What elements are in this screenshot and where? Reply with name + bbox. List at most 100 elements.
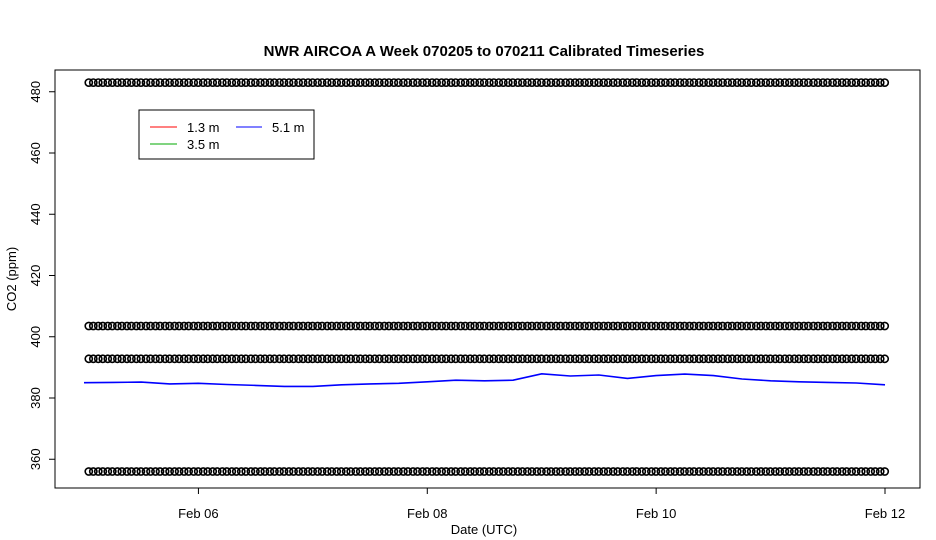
reference-point: [556, 467, 565, 476]
reference-point: [117, 78, 127, 87]
reference-point: [174, 467, 184, 476]
reference-point: [317, 467, 327, 476]
reference-point: [384, 78, 394, 87]
reference-point: [508, 321, 518, 331]
reference-point: [751, 354, 761, 364]
reference-point: [589, 321, 599, 331]
reference-point: [398, 467, 408, 476]
reference-point: [103, 467, 113, 476]
reference-point: [165, 78, 174, 87]
reference-point: [393, 321, 403, 331]
reference-point: [446, 467, 456, 476]
reference-point: [470, 354, 480, 364]
reference-point: [389, 467, 399, 476]
reference-point: [561, 354, 570, 364]
reference-point: [589, 78, 599, 87]
reference-point: [341, 354, 351, 364]
reference-point: [475, 321, 485, 331]
reference-point: [313, 321, 322, 331]
reference-point: [737, 354, 747, 364]
reference-point: [308, 354, 317, 364]
reference-point: [737, 467, 747, 476]
reference-point: [527, 467, 537, 476]
reference-point: [126, 78, 136, 87]
reference-point: [622, 321, 632, 331]
reference-point: [165, 354, 174, 364]
reference-point: [98, 78, 108, 87]
reference-point: [103, 78, 113, 87]
reference-point: [308, 467, 317, 476]
reference-point: [203, 78, 213, 87]
reference-point: [494, 78, 504, 87]
reference-point: [713, 354, 723, 364]
reference-point: [222, 467, 232, 476]
reference-point: [212, 78, 222, 87]
reference-point: [861, 321, 871, 331]
reference-point: [408, 78, 418, 87]
reference-point: [460, 321, 470, 331]
reference-point: [527, 321, 537, 331]
reference-point: [632, 354, 642, 364]
reference-point: [523, 467, 532, 476]
reference-point: [518, 467, 527, 476]
reference-point: [389, 78, 399, 87]
reference-point: [136, 321, 146, 331]
reference-point: [527, 78, 537, 87]
reference-point: [694, 467, 704, 476]
reference-point: [470, 321, 480, 331]
reference-point: [418, 321, 427, 331]
y-tick-label: 380: [28, 387, 43, 409]
reference-point: [813, 321, 823, 331]
reference-point: [250, 78, 260, 87]
reference-point: [685, 467, 694, 476]
reference-point: [537, 78, 546, 87]
reference-point: [184, 467, 193, 476]
reference-point: [165, 321, 174, 331]
reference-point: [437, 467, 446, 476]
reference-point: [851, 467, 861, 476]
reference-point: [708, 78, 718, 87]
reference-point: [384, 467, 394, 476]
reference-point: [155, 321, 165, 331]
reference-point: [647, 467, 656, 476]
reference-point: [403, 78, 413, 87]
reference-point: [603, 321, 613, 331]
reference-point: [828, 354, 837, 364]
reference-point: [456, 321, 466, 331]
reference-point: [751, 467, 761, 476]
reference-point: [670, 467, 680, 476]
reference-point: [413, 354, 422, 364]
reference-point: [718, 321, 727, 331]
reference-point: [193, 467, 203, 476]
reference-point: [856, 467, 866, 476]
reference-point: [756, 354, 766, 364]
reference-point: [355, 78, 365, 87]
x-tick-label: Feb 12: [865, 506, 905, 521]
reference-point: [93, 78, 103, 87]
reference-point: [174, 354, 184, 364]
reference-point: [813, 467, 823, 476]
reference-point: [866, 78, 876, 87]
reference-point: [666, 321, 675, 331]
reference-point: [88, 467, 98, 476]
reference-point: [770, 467, 780, 476]
reference-point: [117, 354, 127, 364]
reference-point: [608, 354, 618, 364]
reference-point: [770, 78, 780, 87]
reference-point: [523, 78, 532, 87]
reference-point: [494, 467, 504, 476]
reference-point: [332, 321, 342, 331]
reference-point: [441, 78, 451, 87]
reference-point: [727, 467, 737, 476]
reference-point: [170, 467, 179, 476]
reference-point: [327, 467, 337, 476]
reference-point: [126, 354, 136, 364]
reference-point: [327, 354, 337, 364]
legend-label-3-5m: 3.5 m: [187, 137, 220, 152]
reference-point: [236, 321, 246, 331]
reference-point: [413, 467, 422, 476]
reference-point: [832, 467, 842, 476]
series-line-5-1-m: [83, 372, 886, 388]
reference-point: [498, 354, 508, 364]
reference-point: [422, 78, 432, 87]
